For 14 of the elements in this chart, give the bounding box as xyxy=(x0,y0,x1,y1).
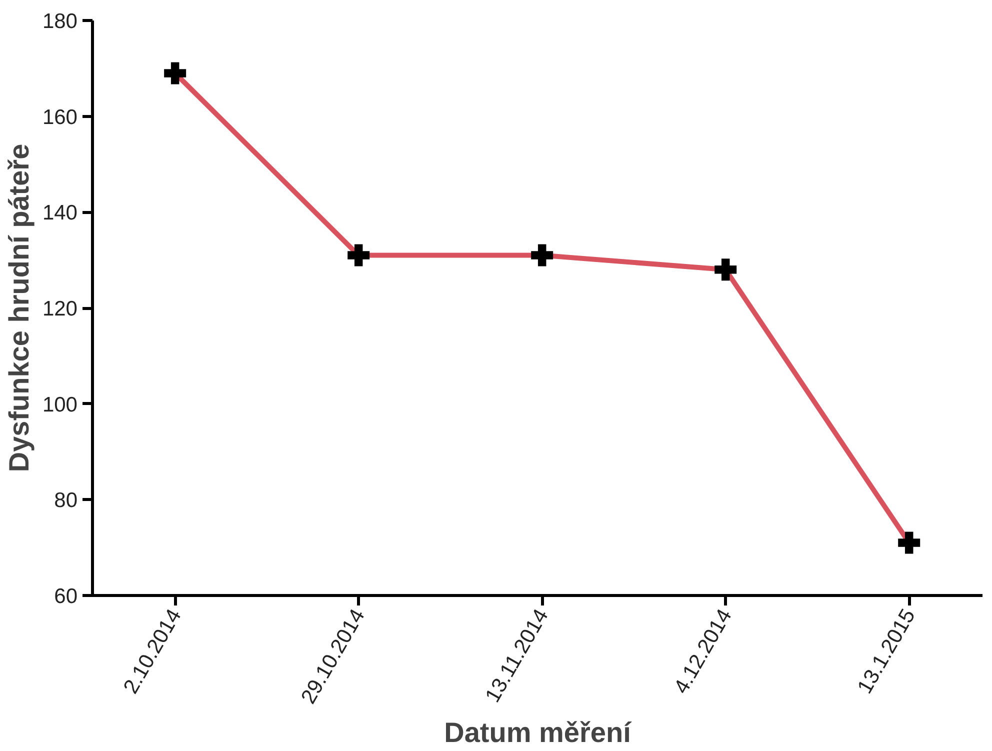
x-axis-title: Datum měření xyxy=(444,717,632,748)
point xyxy=(348,244,370,266)
y-tick-label: 100 xyxy=(42,393,78,416)
y-tick-label: 60 xyxy=(54,585,78,608)
point xyxy=(531,244,554,266)
y-tick-label: 140 xyxy=(42,202,78,225)
y-tick-label: 120 xyxy=(42,298,78,320)
y-tick-label: 180 xyxy=(42,10,78,33)
y-axis-title: Dysfunkce hrudní páteře xyxy=(3,144,34,472)
point xyxy=(714,258,737,281)
y-tick-label: 160 xyxy=(42,106,78,129)
y-tick-label: 80 xyxy=(54,489,78,512)
point xyxy=(898,532,920,554)
point xyxy=(164,62,186,84)
